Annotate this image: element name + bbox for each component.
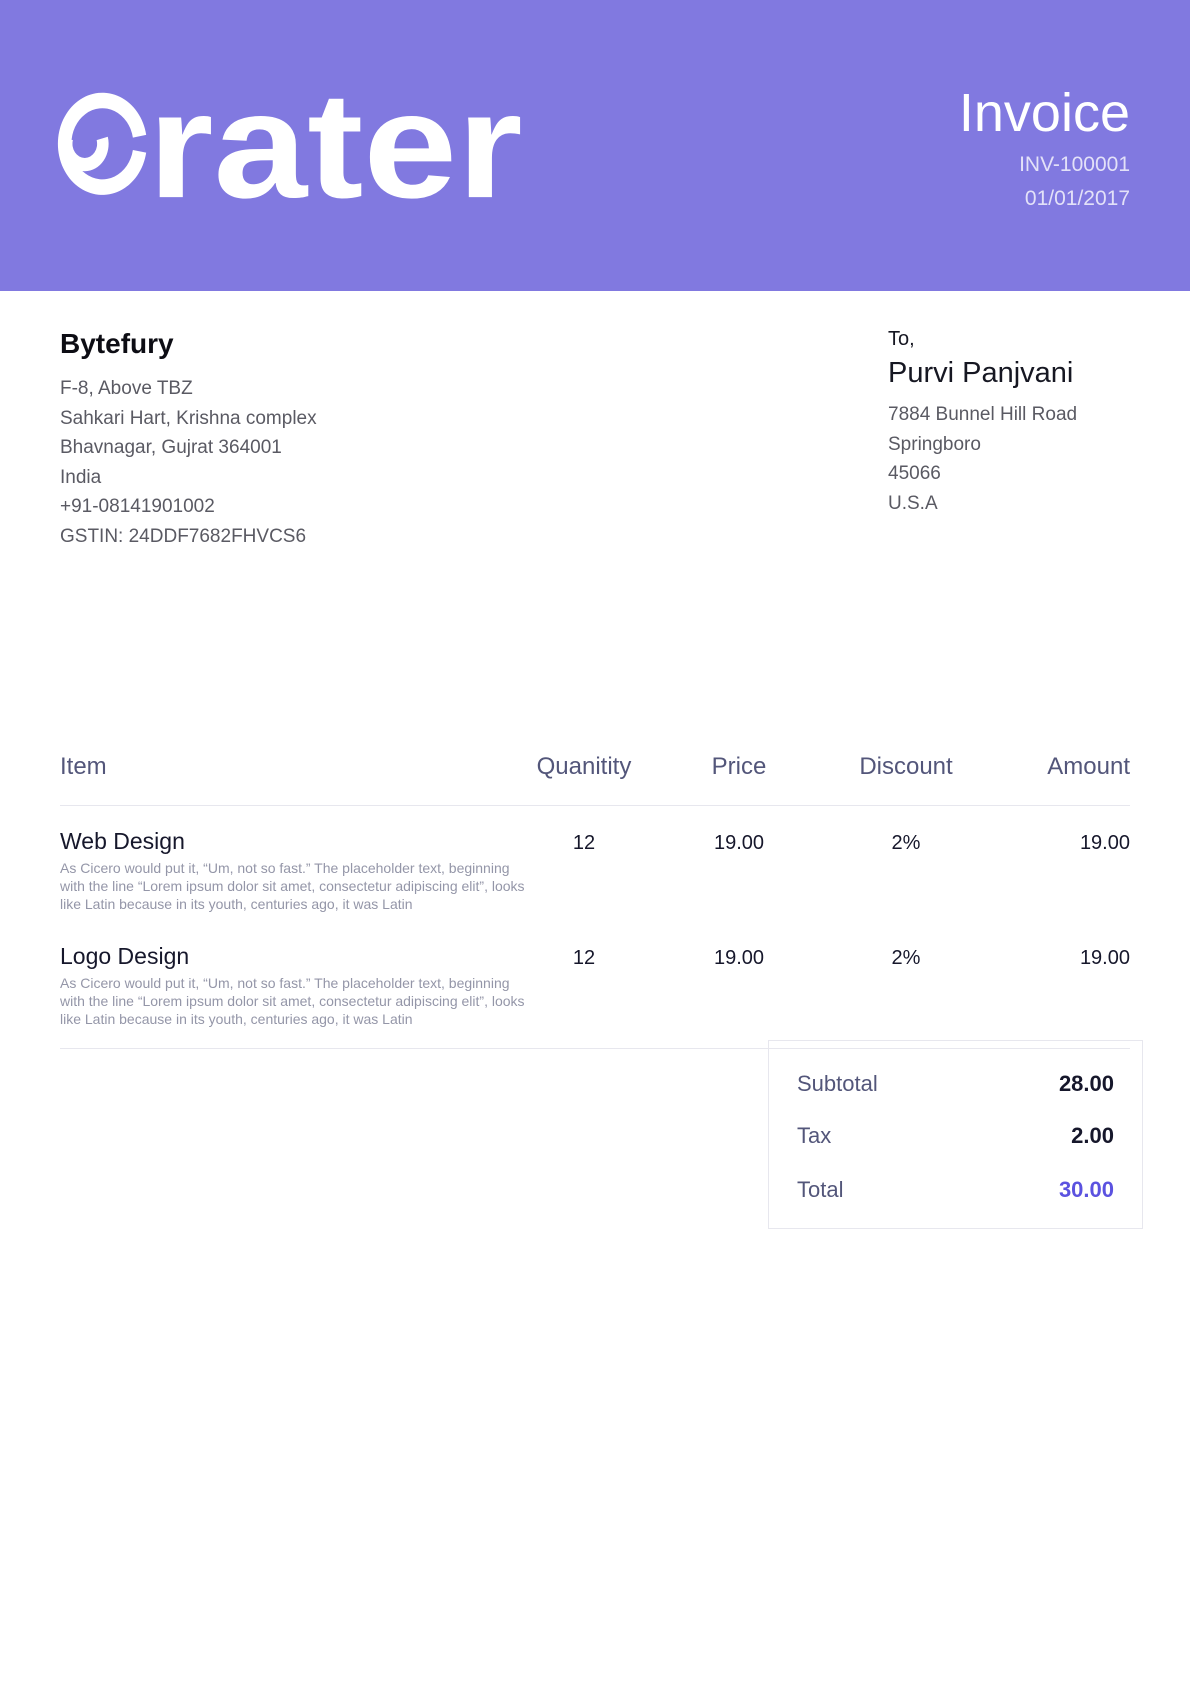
svg-text:rater: rater xyxy=(148,80,523,208)
